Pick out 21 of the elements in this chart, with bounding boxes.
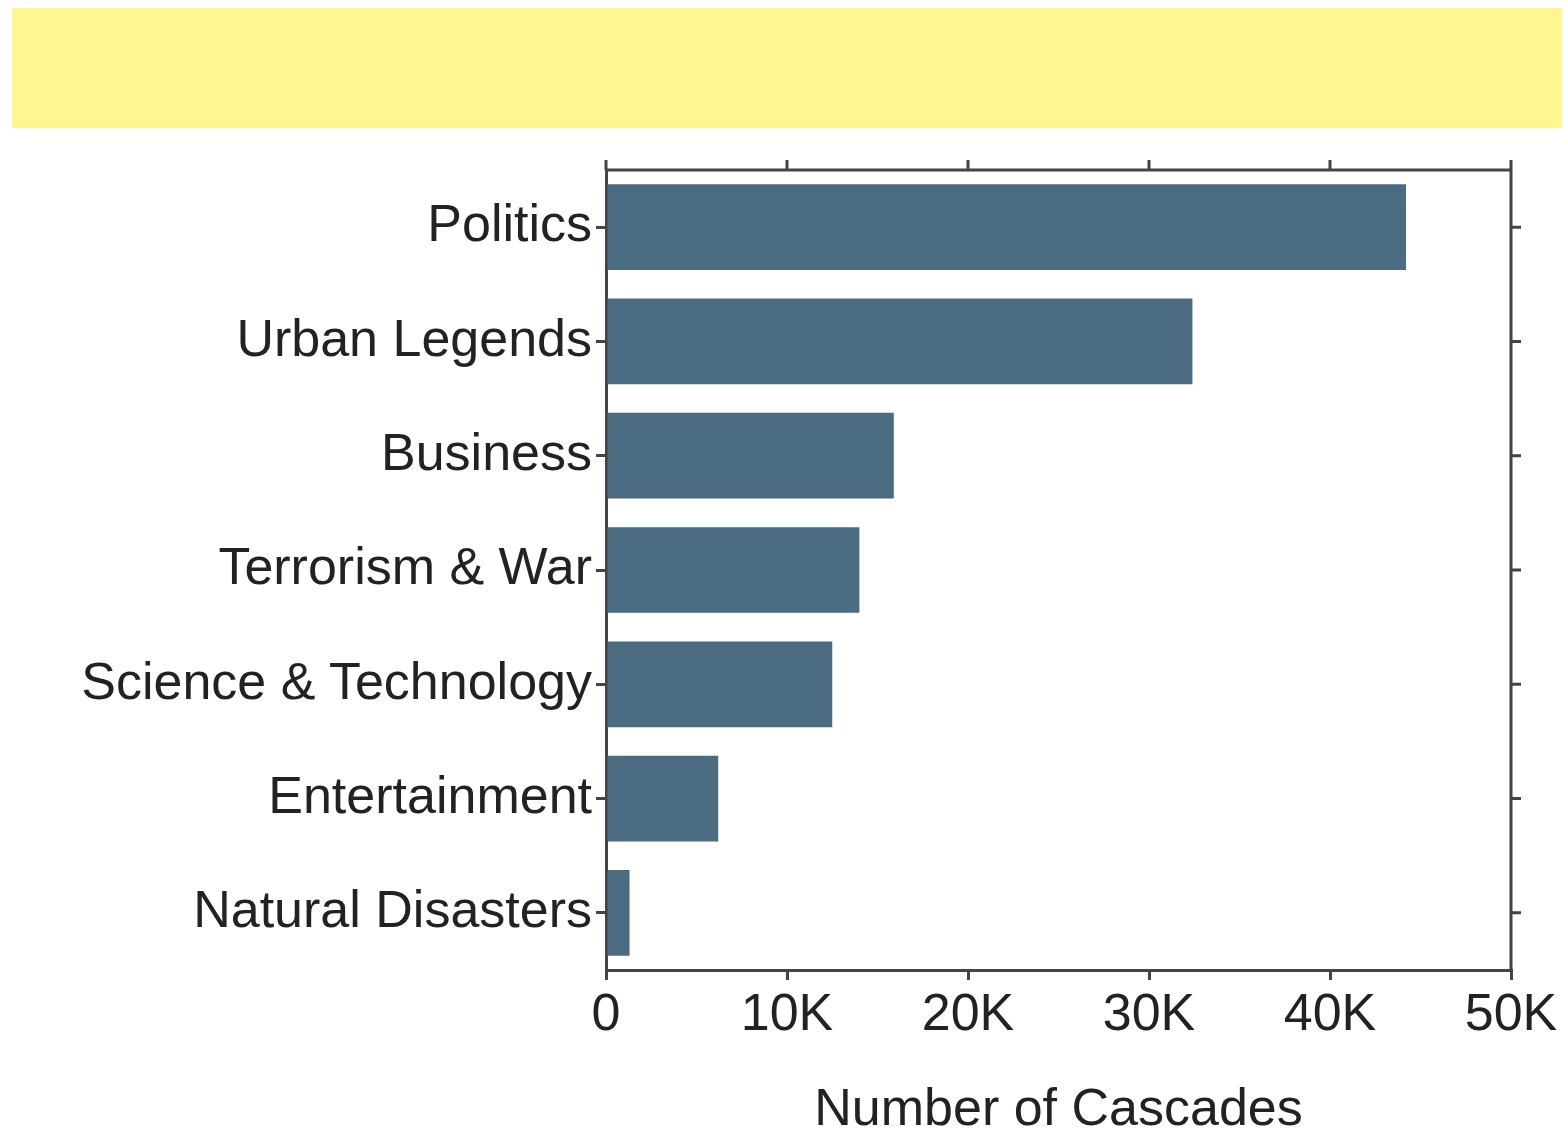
x-tick-label: 0 — [591, 982, 621, 1041]
bar — [607, 870, 630, 956]
y-tick-label: Terrorism & War — [218, 537, 592, 596]
x-tick-label: 10K — [740, 982, 834, 1041]
bar — [607, 184, 1407, 270]
bar — [607, 298, 1193, 385]
x-tick-label: 20K — [921, 982, 1015, 1041]
bar — [607, 412, 894, 499]
y-tick-label: Politics — [427, 194, 592, 253]
x-axis-title: Number of Cascades — [814, 1078, 1303, 1137]
y-tick-label: Urban Legends — [236, 308, 592, 367]
x-tick-label: 30K — [1102, 982, 1196, 1041]
y-tick-label: Entertainment — [268, 765, 593, 824]
bar — [607, 641, 833, 728]
bar — [607, 527, 860, 613]
y-tick-label: Science & Technology — [81, 651, 592, 710]
bar — [607, 755, 719, 842]
x-tick-label: 50K — [1464, 982, 1558, 1041]
y-tick-label: Business — [381, 423, 592, 482]
x-tick-label: 40K — [1283, 982, 1377, 1041]
y-tick-label: Natural Disasters — [193, 880, 592, 939]
